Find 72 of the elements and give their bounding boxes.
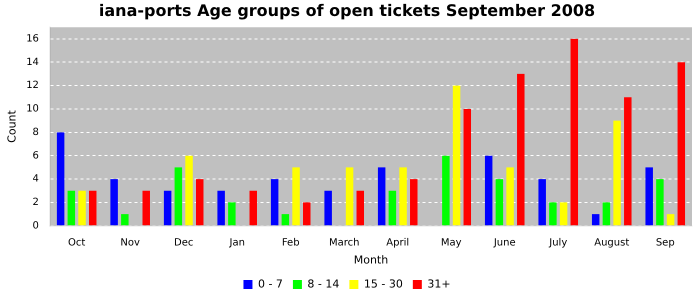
bar	[452, 86, 460, 226]
legend-label: 31+	[427, 277, 451, 290]
bar	[185, 156, 193, 226]
bar	[560, 202, 568, 226]
bar	[228, 202, 236, 226]
bar	[484, 156, 492, 226]
bar	[110, 179, 118, 226]
bar	[410, 179, 418, 226]
bar	[496, 179, 504, 226]
bar	[666, 214, 674, 226]
x-tick-label: Dec	[174, 237, 194, 248]
bar	[292, 167, 300, 226]
y-tick-label: 2	[32, 197, 39, 208]
bar	[324, 190, 332, 226]
y-tick-label: 4	[32, 174, 39, 185]
y-tick-label: 0	[32, 220, 39, 232]
x-tick-label: April	[386, 237, 410, 248]
y-tick-label: 6	[32, 150, 39, 162]
bar	[142, 190, 150, 226]
x-tick-label: May	[440, 237, 462, 248]
y-tick-label: 14	[26, 56, 39, 68]
bar	[68, 190, 76, 226]
x-tick-label: June	[492, 237, 516, 248]
x-tick-label: Nov	[120, 237, 140, 248]
bar	[549, 202, 557, 226]
x-tick-label: Jan	[228, 237, 245, 248]
bar	[388, 190, 396, 226]
bar	[378, 167, 386, 226]
legend-label: 0 - 7	[258, 277, 283, 290]
bar	[196, 179, 204, 226]
bar	[656, 179, 664, 226]
bar	[250, 190, 257, 226]
bar	[346, 167, 354, 226]
bar	[121, 214, 129, 226]
bar	[164, 190, 172, 226]
bar	[517, 74, 525, 226]
bar	[645, 167, 653, 226]
x-tick-label: Oct	[68, 237, 86, 248]
bar	[270, 179, 278, 226]
bar	[399, 167, 407, 226]
bar	[78, 190, 86, 226]
x-tick-label: Feb	[282, 237, 300, 248]
x-tick-label: July	[548, 237, 568, 248]
bar	[88, 190, 96, 226]
bar	[506, 167, 514, 226]
y-tick-label: 16	[26, 33, 39, 44]
legend-label: 8 - 14	[307, 277, 340, 290]
bar	[464, 108, 472, 226]
x-tick-label: March	[328, 237, 360, 248]
bar	[570, 38, 578, 226]
bar	[442, 156, 450, 226]
bar	[602, 202, 610, 226]
x-tick-label: Sep	[656, 237, 675, 248]
chart-title: iana-ports Age groups of open tickets September 2008	[98, 0, 596, 20]
bar	[56, 132, 64, 226]
bar	[303, 202, 310, 226]
x-axis-title: Month	[354, 253, 388, 266]
y-tick-label: 12	[26, 80, 39, 92]
bar	[592, 214, 600, 226]
bar	[282, 214, 290, 226]
bar	[356, 190, 364, 226]
bar	[624, 97, 632, 226]
bar	[174, 167, 182, 226]
bar	[538, 179, 546, 226]
legend-label: 15 - 30	[364, 277, 403, 290]
y-tick-label: 8	[32, 126, 39, 138]
bar	[217, 190, 225, 226]
y-axis-title: Count	[5, 109, 18, 143]
y-tick-label: 10	[26, 104, 39, 115]
bar	[678, 62, 686, 226]
x-tick-label: August	[594, 237, 630, 248]
bar	[613, 120, 621, 226]
